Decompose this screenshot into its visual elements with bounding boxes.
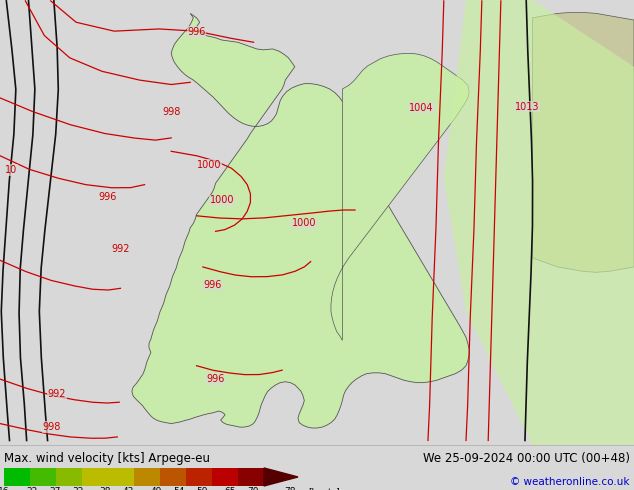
Text: [knots]: [knots]	[308, 487, 340, 490]
Text: 996: 996	[207, 374, 224, 384]
Text: 998: 998	[162, 107, 180, 117]
Text: 78: 78	[284, 487, 295, 490]
Text: 996: 996	[204, 280, 221, 290]
Bar	[238, 468, 264, 486]
Polygon shape	[132, 13, 469, 428]
Bar	[108, 468, 134, 486]
Text: 54: 54	[174, 487, 185, 490]
Text: 38: 38	[100, 487, 111, 490]
Bar	[186, 468, 212, 486]
Bar	[82, 468, 108, 486]
Text: 22: 22	[26, 487, 37, 490]
Text: 1000: 1000	[197, 160, 221, 170]
Text: 59: 59	[197, 487, 208, 490]
Text: 992: 992	[111, 244, 130, 254]
Polygon shape	[444, 0, 634, 445]
Text: 992: 992	[48, 389, 67, 399]
Text: 1004: 1004	[410, 103, 434, 113]
Text: 49: 49	[150, 487, 162, 490]
Bar	[4, 468, 30, 486]
Text: 27: 27	[49, 487, 60, 490]
Text: Max. wind velocity [kts] Arpege-eu: Max. wind velocity [kts] Arpege-eu	[4, 452, 210, 465]
Bar	[160, 468, 186, 486]
Text: 32: 32	[72, 487, 84, 490]
Text: 43: 43	[123, 487, 134, 490]
Text: We 25-09-2024 00:00 UTC (00+48): We 25-09-2024 00:00 UTC (00+48)	[423, 452, 630, 465]
Text: 65: 65	[224, 487, 236, 490]
Bar	[212, 468, 238, 486]
Bar	[30, 468, 56, 486]
Text: © weatheronline.co.uk: © weatheronline.co.uk	[510, 477, 630, 487]
Text: 10: 10	[5, 165, 18, 175]
Polygon shape	[331, 53, 469, 341]
Text: 998: 998	[43, 422, 61, 432]
Text: 1013: 1013	[515, 102, 540, 112]
Text: 16: 16	[0, 487, 10, 490]
Text: 70: 70	[247, 487, 259, 490]
Bar	[56, 468, 82, 486]
Text: 996: 996	[188, 27, 205, 37]
Text: 996: 996	[99, 192, 117, 202]
Bar	[134, 468, 160, 486]
Text: 1000: 1000	[292, 219, 316, 228]
Polygon shape	[533, 12, 634, 272]
Text: 1000: 1000	[210, 195, 234, 205]
Polygon shape	[264, 468, 298, 486]
